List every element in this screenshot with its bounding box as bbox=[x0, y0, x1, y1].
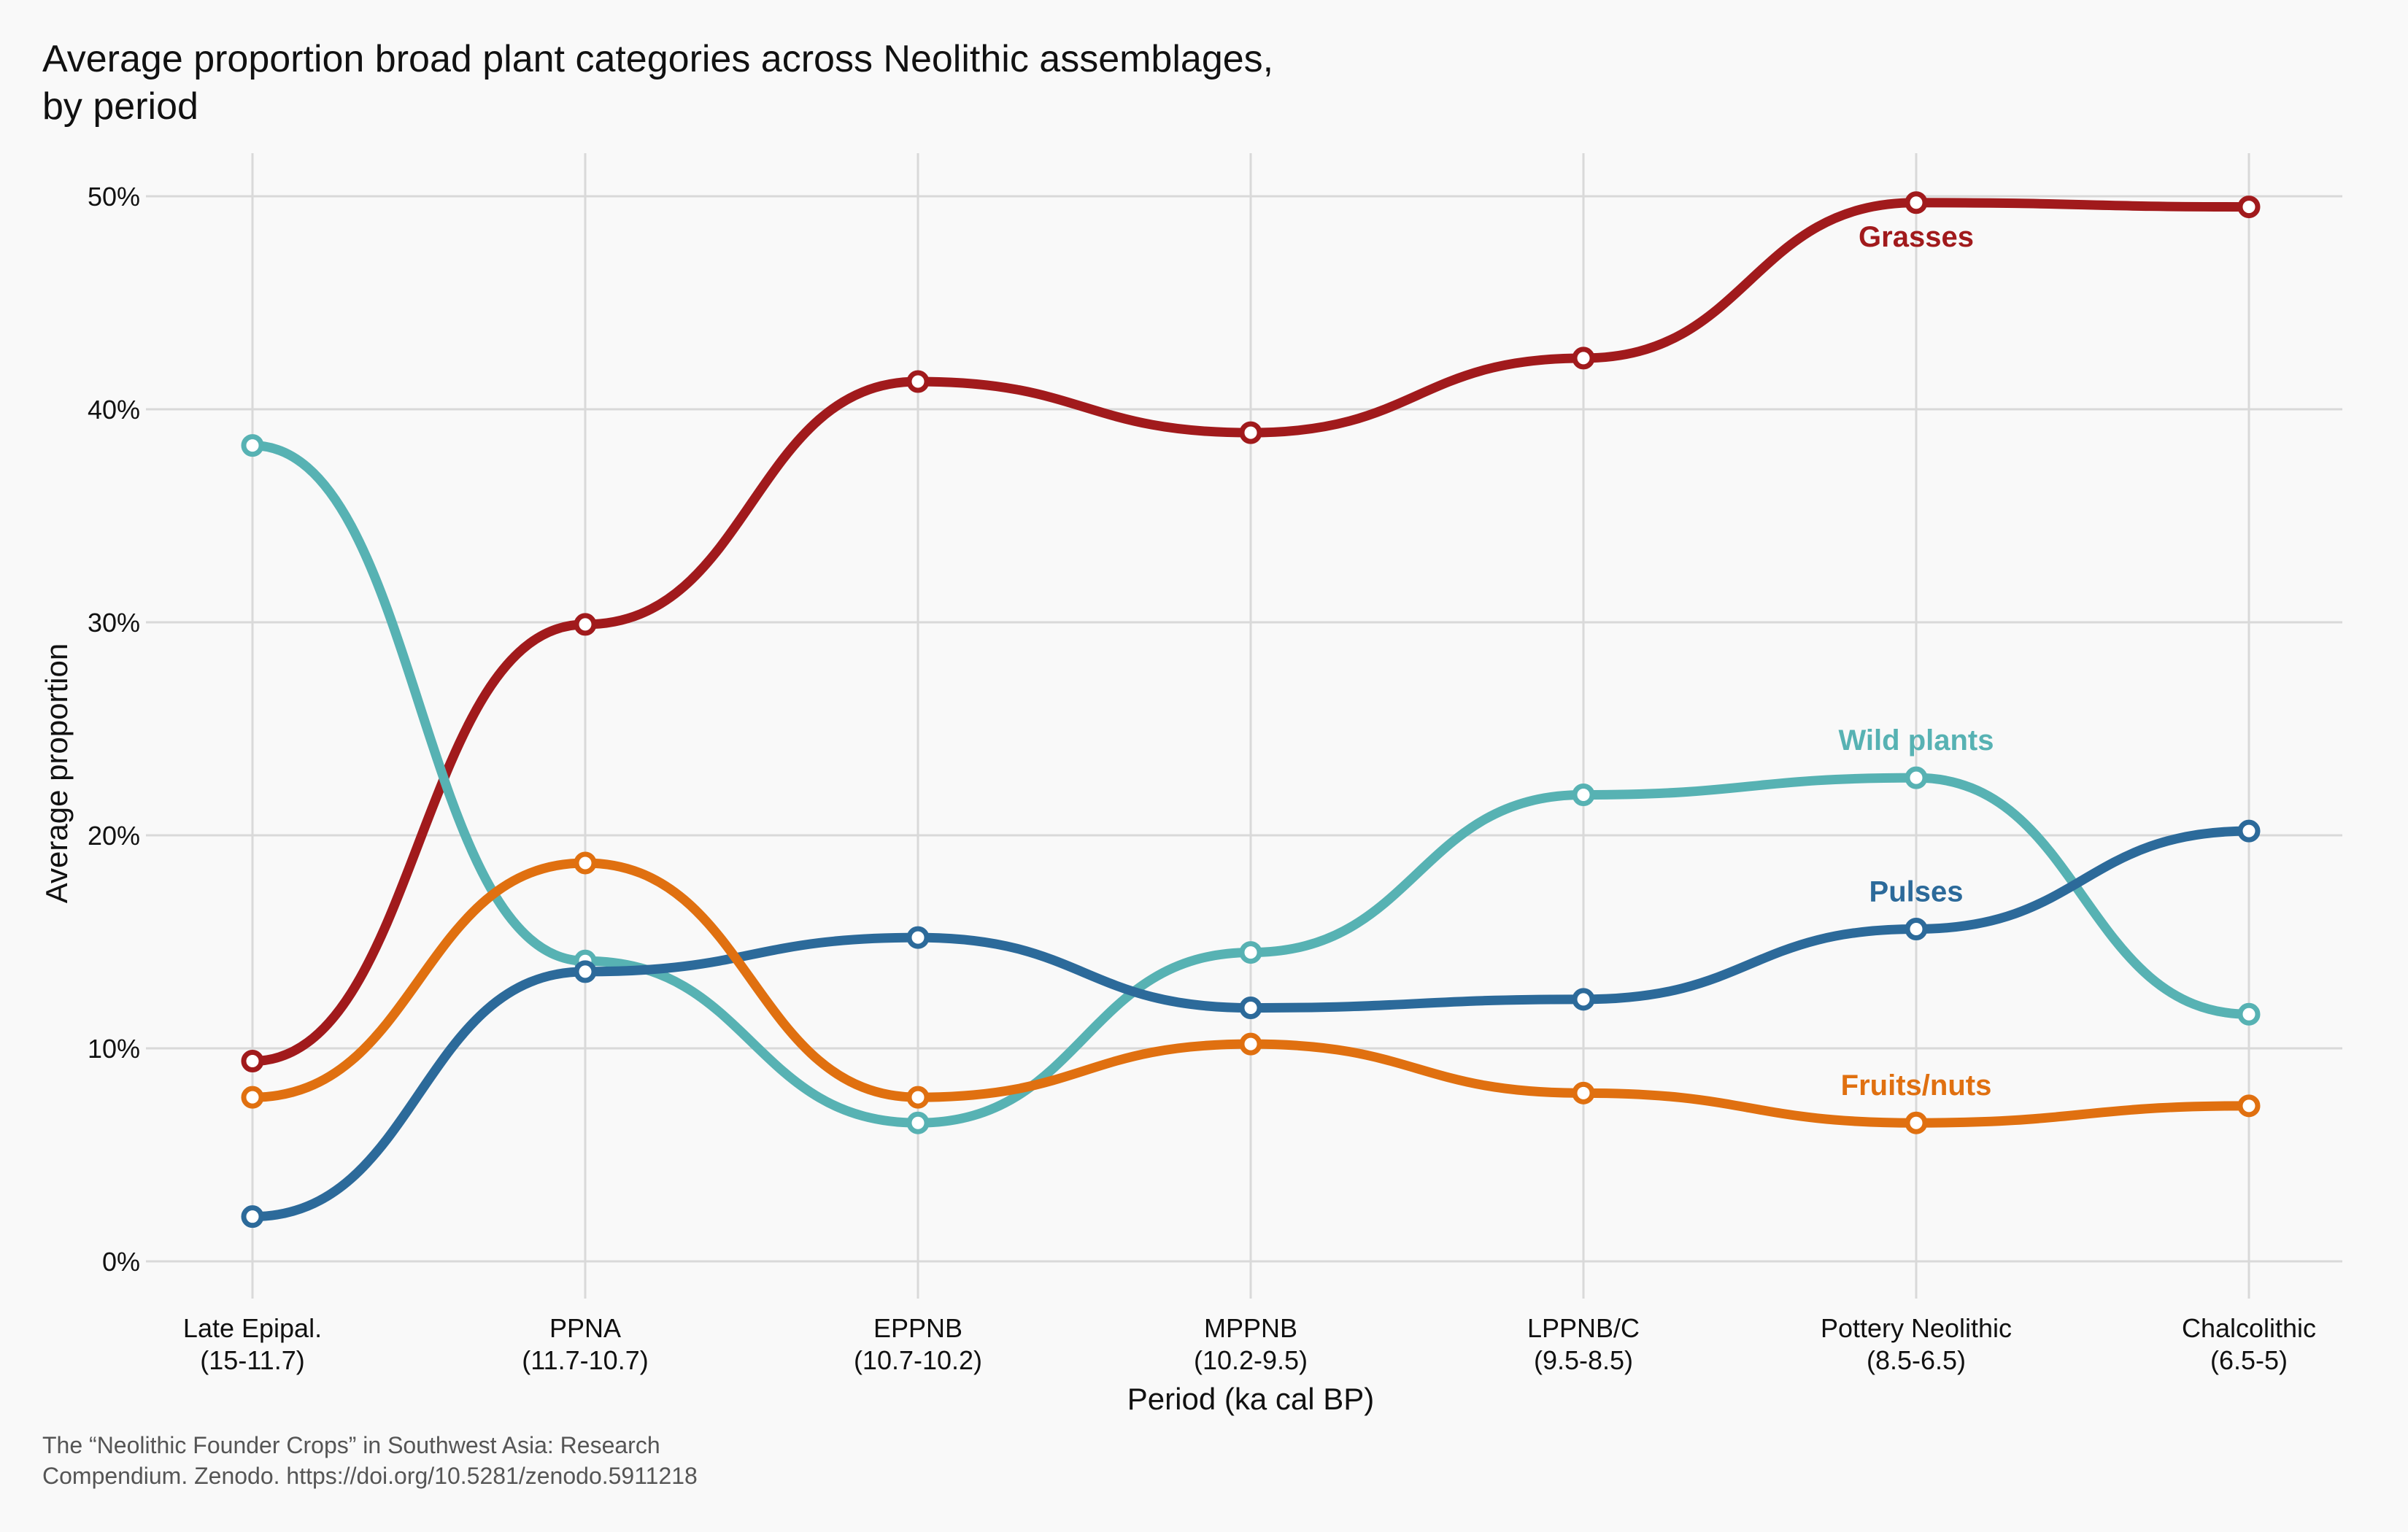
data-point-pulses bbox=[1572, 988, 1595, 1011]
y-tick-label: 50% bbox=[88, 182, 140, 212]
series-line-grasses bbox=[247, 198, 2254, 1067]
grid bbox=[146, 153, 2342, 1299]
series-labels: Grasses Wild plants Pulses Fruits/nuts bbox=[1839, 221, 1994, 1102]
data-point-pulses bbox=[1239, 997, 1262, 1020]
chart-title-line2: by period bbox=[42, 85, 198, 128]
y-tick-label: 30% bbox=[88, 608, 140, 638]
chart-title-line1: Average proportion broad plant categorie… bbox=[42, 38, 1273, 80]
data-points bbox=[241, 191, 2261, 1229]
y-tick-label: 10% bbox=[88, 1034, 140, 1064]
data-point-grasses bbox=[1239, 421, 1262, 444]
y-axis-title: Average proportion bbox=[39, 643, 74, 903]
x-tick-sublabel: (8.5-6.5) bbox=[1867, 1345, 1966, 1375]
caption-line1: The “Neolithic Founder Crops” in Southwe… bbox=[42, 1432, 660, 1458]
x-tick-sublabel: (10.2-9.5) bbox=[1194, 1345, 1308, 1375]
data-point-grasses bbox=[241, 1050, 264, 1073]
data-point-grasses bbox=[1572, 347, 1595, 370]
data-point-wild-plants bbox=[2237, 1002, 2261, 1026]
data-point-pulses bbox=[1905, 917, 1928, 940]
x-tick-sublabel: (9.5-8.5) bbox=[1534, 1345, 1633, 1375]
x-tick-label: Chalcolithic bbox=[2182, 1313, 2316, 1343]
x-tick-label: EPPNB bbox=[873, 1313, 962, 1343]
data-point-wild-plants bbox=[1905, 766, 1928, 789]
data-point-grasses bbox=[906, 370, 930, 393]
data-point-wild-plants bbox=[1239, 941, 1262, 964]
x-tick-sublabel: (6.5-5) bbox=[2210, 1345, 2288, 1375]
caption-line2: Compendium. Zenodo. https://doi.org/10.5… bbox=[42, 1463, 698, 1489]
data-point-pulses bbox=[906, 926, 930, 949]
x-tick-label: Late Epipal. bbox=[183, 1313, 322, 1343]
data-point-pulses bbox=[241, 1205, 264, 1229]
data-point-pulses bbox=[574, 960, 597, 983]
x-tick-sublabel: (11.7-10.7) bbox=[522, 1345, 648, 1375]
data-point-wild-plants bbox=[241, 434, 264, 457]
y-tick-label: 20% bbox=[88, 821, 140, 851]
y-tick-label: 40% bbox=[88, 395, 140, 425]
data-point-wild-plants bbox=[1572, 784, 1595, 807]
series-line-fruits-nuts bbox=[247, 858, 2254, 1128]
data-point-wild-plants bbox=[906, 1111, 930, 1134]
x-tick-sublabel: (10.7-10.2) bbox=[854, 1345, 982, 1375]
data-point-grasses bbox=[1905, 191, 1928, 214]
data-point-fruits-nuts bbox=[241, 1086, 264, 1109]
data-point-fruits-nuts bbox=[1905, 1111, 1928, 1134]
data-point-fruits-nuts bbox=[1572, 1081, 1595, 1104]
x-axis-ticks: Late Epipal.(15-11.7) PPNA(11.7-10.7) EPPN… bbox=[183, 1313, 2316, 1375]
y-axis-ticks: 0% 10% 20% 30% 40% 50% bbox=[88, 182, 140, 1277]
data-point-grasses bbox=[2237, 196, 2261, 219]
x-tick-label: LPPNB/C bbox=[1527, 1313, 1640, 1343]
y-tick-label: 0% bbox=[102, 1247, 140, 1277]
x-tick-label: PPNA bbox=[549, 1313, 621, 1343]
data-point-fruits-nuts bbox=[906, 1086, 930, 1109]
data-point-fruits-nuts bbox=[2237, 1094, 2261, 1118]
x-tick-label: Pottery Neolithic bbox=[1821, 1313, 2012, 1343]
data-point-pulses bbox=[2237, 819, 2261, 843]
data-point-grasses bbox=[574, 613, 597, 636]
series-label-fruits-nuts: Fruits/nuts bbox=[1841, 1069, 1992, 1102]
data-point-fruits-nuts bbox=[1239, 1032, 1262, 1056]
x-tick-sublabel: (15-11.7) bbox=[200, 1345, 304, 1375]
x-tick-label: MPPNB bbox=[1204, 1313, 1297, 1343]
series-label-pulses: Pulses bbox=[1869, 875, 1964, 908]
series-label-grasses: Grasses bbox=[1859, 221, 1974, 253]
x-axis-title: Period (ka cal BP) bbox=[1127, 1382, 1374, 1416]
series-label-wild-plants: Wild plants bbox=[1839, 724, 1994, 757]
data-point-fruits-nuts bbox=[574, 851, 597, 875]
